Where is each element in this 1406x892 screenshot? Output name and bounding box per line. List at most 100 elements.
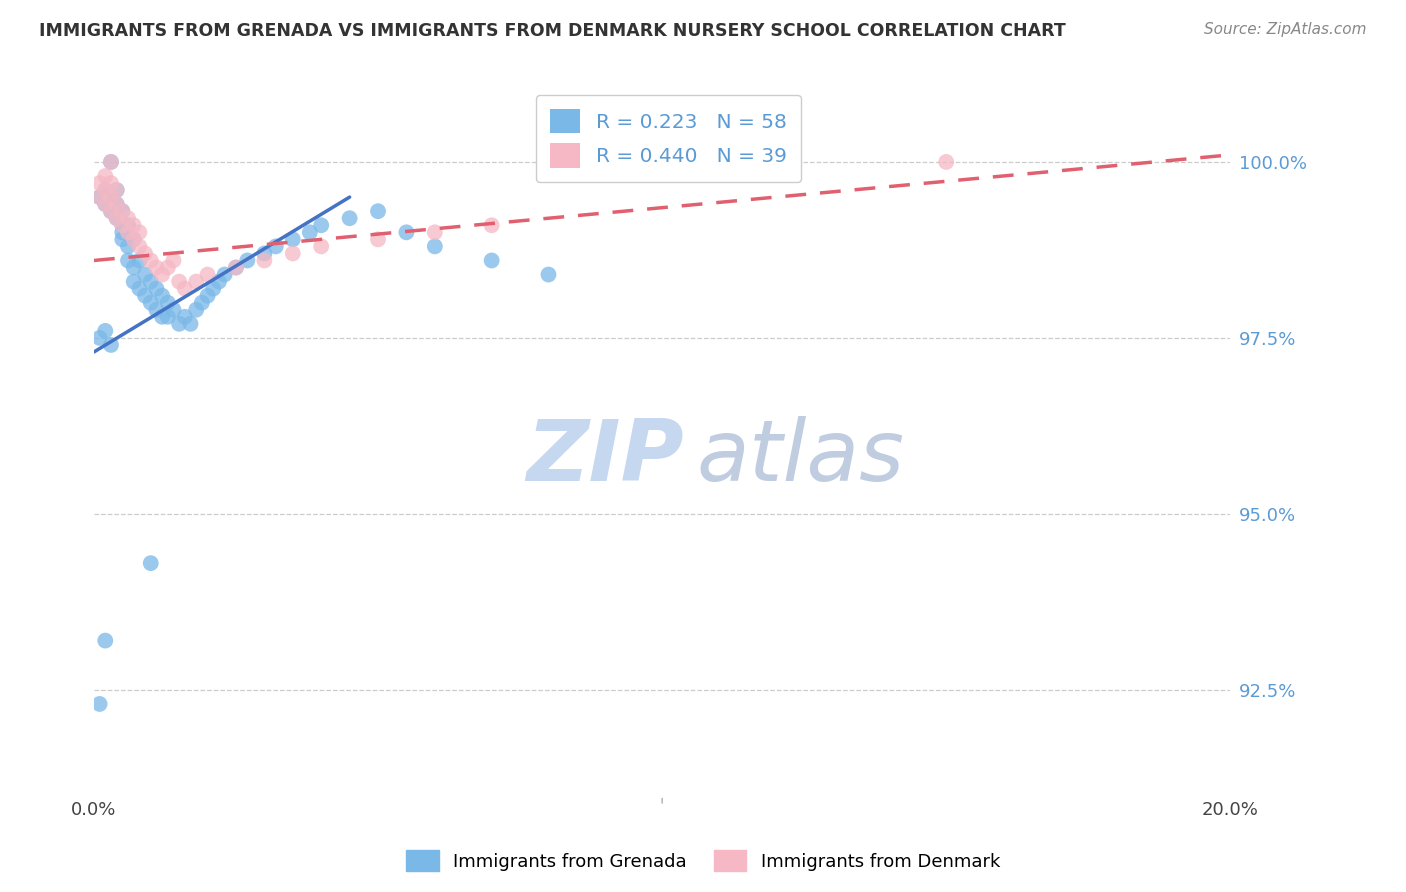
Point [134, 288, 156, 302]
Point [139, 295, 162, 310]
Point [117, 219, 139, 233]
Point [236, 253, 259, 268]
Point [537, 268, 560, 282]
Point [111, 204, 134, 219]
Point [173, 310, 195, 324]
Point [94, 324, 117, 338]
Point [105, 211, 128, 226]
Point [111, 204, 134, 219]
Point [309, 219, 332, 233]
Point [100, 155, 122, 169]
Point [94, 633, 117, 648]
Point [105, 183, 128, 197]
Point [162, 253, 184, 268]
Point [122, 232, 145, 246]
Point [128, 225, 150, 239]
Point [225, 260, 247, 275]
Point [94, 197, 117, 211]
Point [186, 275, 208, 289]
Legend: R = 0.223   N = 58, R = 0.440   N = 39: R = 0.223 N = 58, R = 0.440 N = 39 [536, 95, 801, 182]
Point [111, 219, 134, 233]
Point [167, 317, 190, 331]
Point [191, 295, 214, 310]
Point [94, 197, 117, 211]
Point [395, 225, 418, 239]
Point [481, 219, 503, 233]
Point [156, 310, 179, 324]
Point [423, 239, 446, 253]
Point [208, 275, 231, 289]
Text: ZIP: ZIP [526, 417, 683, 500]
Point [253, 253, 276, 268]
Point [156, 295, 179, 310]
Point [111, 232, 134, 246]
Point [100, 204, 122, 219]
Point [89, 190, 111, 204]
Text: atlas: atlas [696, 417, 904, 500]
Point [150, 310, 173, 324]
Point [139, 275, 162, 289]
Point [150, 268, 173, 282]
Point [173, 282, 195, 296]
Point [281, 246, 304, 260]
Point [162, 302, 184, 317]
Point [122, 219, 145, 233]
Point [122, 232, 145, 246]
Point [122, 260, 145, 275]
Point [111, 225, 134, 239]
Point [935, 155, 957, 169]
Point [225, 260, 247, 275]
Point [117, 239, 139, 253]
Point [145, 282, 167, 296]
Point [367, 204, 389, 219]
Point [281, 232, 304, 246]
Text: Source: ZipAtlas.com: Source: ZipAtlas.com [1204, 22, 1367, 37]
Point [423, 225, 446, 239]
Point [367, 232, 389, 246]
Point [339, 211, 361, 226]
Point [111, 219, 134, 233]
Point [145, 302, 167, 317]
Point [117, 211, 139, 226]
Point [117, 253, 139, 268]
Point [128, 239, 150, 253]
Point [105, 183, 128, 197]
Point [105, 197, 128, 211]
Point [100, 204, 122, 219]
Text: IMMIGRANTS FROM GRENADA VS IMMIGRANTS FROM DENMARK NURSERY SCHOOL CORRELATION CH: IMMIGRANTS FROM GRENADA VS IMMIGRANTS FR… [39, 22, 1066, 40]
Point [156, 260, 179, 275]
Point [100, 338, 122, 352]
Point [197, 268, 219, 282]
Point [122, 275, 145, 289]
Point [139, 556, 162, 570]
Point [186, 302, 208, 317]
Point [145, 260, 167, 275]
Point [134, 268, 156, 282]
Point [117, 225, 139, 239]
Point [128, 282, 150, 296]
Point [139, 253, 162, 268]
Point [214, 268, 236, 282]
Point [100, 190, 122, 204]
Point [100, 155, 122, 169]
Point [94, 183, 117, 197]
Point [202, 282, 225, 296]
Point [180, 317, 202, 331]
Point [105, 197, 128, 211]
Legend: Immigrants from Grenada, Immigrants from Denmark: Immigrants from Grenada, Immigrants from… [399, 843, 1007, 879]
Point [89, 697, 111, 711]
Point [100, 190, 122, 204]
Point [89, 331, 111, 345]
Point [134, 246, 156, 260]
Point [264, 239, 287, 253]
Point [89, 176, 111, 190]
Point [105, 211, 128, 226]
Point [100, 176, 122, 190]
Point [94, 183, 117, 197]
Point [298, 225, 321, 239]
Point [309, 239, 332, 253]
Point [481, 253, 503, 268]
Point [150, 288, 173, 302]
Point [89, 190, 111, 204]
Point [253, 246, 276, 260]
